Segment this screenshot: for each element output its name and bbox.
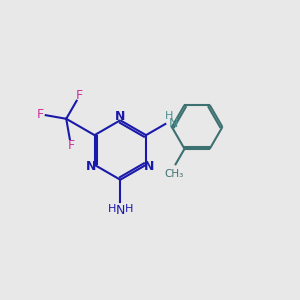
Text: N: N: [115, 110, 125, 123]
Text: F: F: [76, 89, 83, 102]
Text: H: H: [124, 204, 133, 214]
Text: H: H: [165, 111, 173, 121]
Text: F: F: [36, 108, 43, 121]
Text: N: N: [168, 118, 178, 130]
Text: N: N: [86, 160, 97, 173]
Text: H: H: [108, 204, 116, 214]
Text: CH₃: CH₃: [164, 169, 184, 179]
Text: N: N: [144, 160, 154, 173]
Text: F: F: [67, 139, 74, 152]
Text: N: N: [116, 203, 125, 217]
